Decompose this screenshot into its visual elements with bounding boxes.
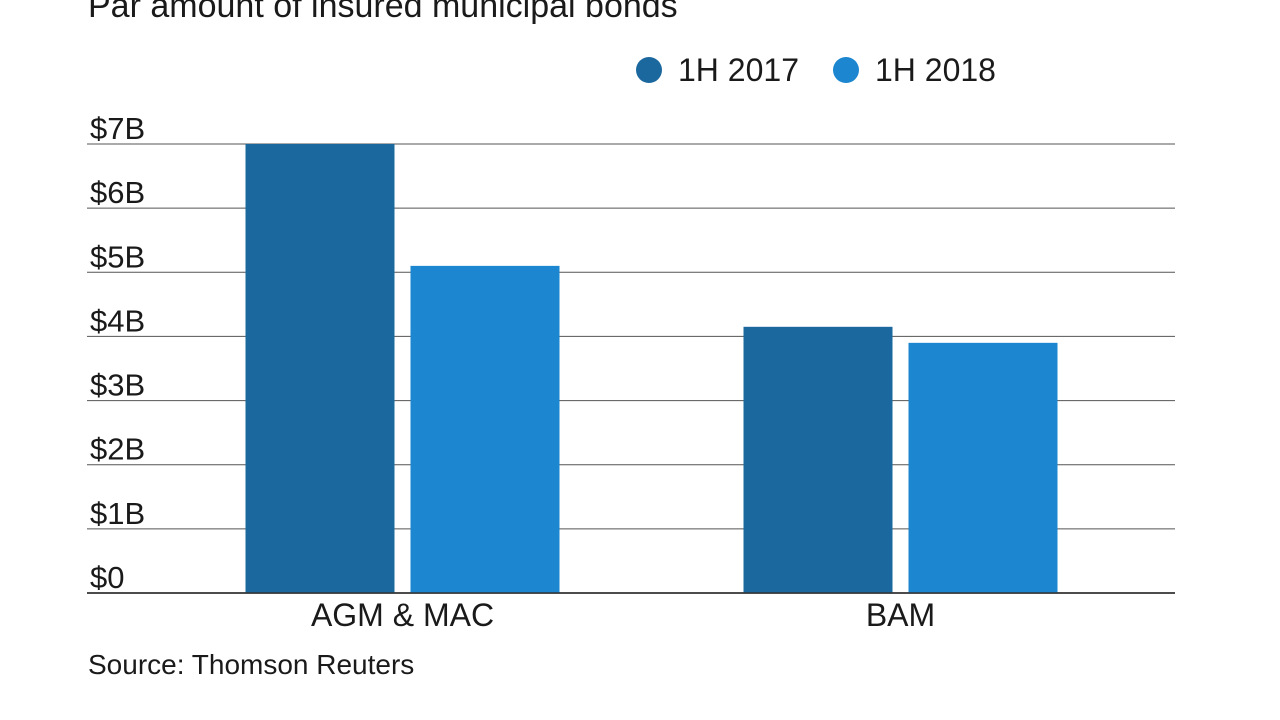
legend-item-1h-2017: 1H 2017 [636,50,799,90]
legend-label-1h-2018: 1H 2018 [874,52,996,88]
legend-swatch-1h-2018 [832,57,859,83]
bar-agm-mac-1h-2017 [245,144,395,593]
bar-bam-1h-2017 [743,326,893,593]
bar-agm-mac-1h-2018 [410,265,560,593]
bar-bam-1h-2018 [908,342,1058,593]
y-tick-label-7: $7B [90,111,145,146]
legend-label-1h-2017: 1H 2017 [678,52,799,88]
legend-item-1h-2018: 1H 2018 [832,50,996,90]
y-tick-label-3: $3B [90,368,145,403]
chart-title: Par amount of insured municipal bonds [88,0,678,25]
legend-swatch-1h-2017 [636,57,662,83]
y-tick-label-4: $4B [90,303,145,338]
x-tick-label-agm-mac: AGM & MAC [311,597,494,633]
source-note: Source: Thomson Reuters [88,649,415,680]
x-tick-label-bam: BAM [866,597,935,633]
y-tick-label-2: $2B [90,432,145,467]
y-tick-label-1: $1B [90,496,145,531]
y-tick-label-6: $6B [90,175,145,210]
y-tick-label-5: $5B [90,239,145,274]
y-tick-label-0: $0 [90,560,124,595]
legend: 1H 2017 1H 2018 [636,50,996,90]
